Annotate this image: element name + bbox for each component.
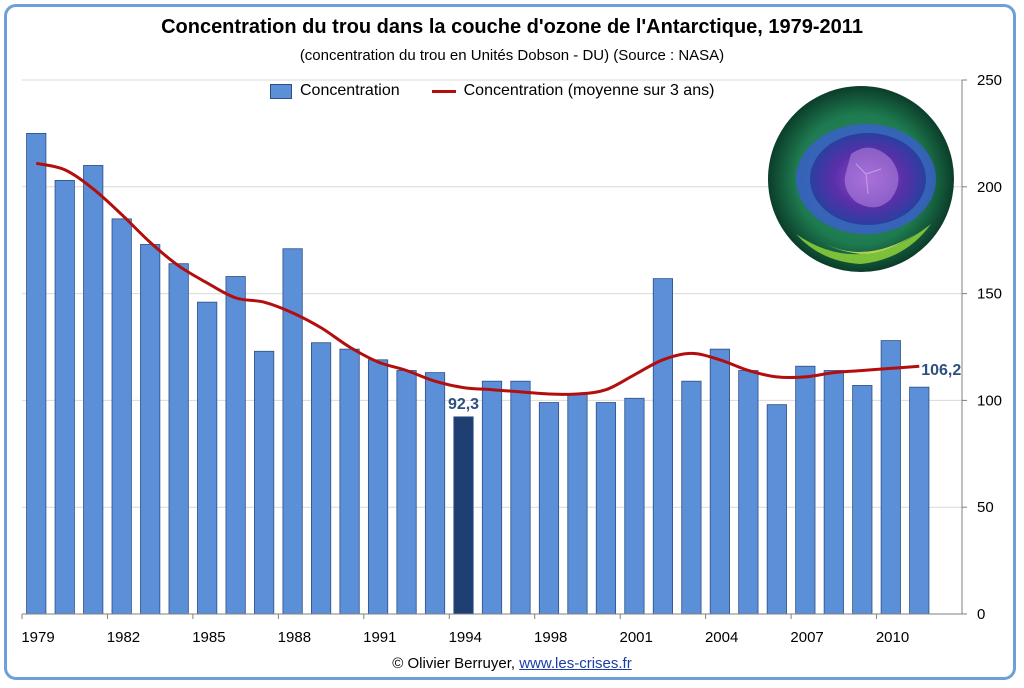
bar xyxy=(197,301,218,615)
y-tick-label: 100 xyxy=(977,392,1002,409)
bar xyxy=(538,402,560,615)
bar xyxy=(26,132,47,615)
bar xyxy=(339,348,360,615)
x-tick-label: 1991 xyxy=(363,629,396,646)
bar xyxy=(909,386,930,615)
bar xyxy=(681,380,702,615)
bar xyxy=(83,165,104,615)
bar xyxy=(424,372,446,615)
x-tick-label: 1994 xyxy=(449,629,482,646)
y-tick-label: 150 xyxy=(977,286,1002,303)
chart-legend: Concentration Concentration (moyenne sur… xyxy=(270,80,746,102)
data-label: 92,3 xyxy=(448,396,479,413)
y-tick-label: 0 xyxy=(977,606,985,623)
bar xyxy=(510,380,531,615)
bar xyxy=(282,248,303,615)
y-tick-label: 50 xyxy=(977,499,994,516)
x-tick-label: 1982 xyxy=(107,629,140,646)
data-label: 106,2 xyxy=(921,362,961,379)
bar xyxy=(111,218,132,615)
bar xyxy=(254,350,275,615)
bar xyxy=(880,340,901,615)
x-tick-label: 2007 xyxy=(790,629,823,646)
legend-bar-label: Concentration xyxy=(300,82,400,99)
legend-item-bars: Concentration xyxy=(270,82,400,100)
y-tick-label: 200 xyxy=(977,179,1002,196)
x-tick-label: 1988 xyxy=(278,629,311,646)
bar xyxy=(595,402,617,615)
x-tick-label: 2001 xyxy=(619,629,652,646)
chart-footer: © Olivier Berruyer, www.les-crises.fr xyxy=(0,655,1024,672)
bar xyxy=(311,342,332,615)
bar xyxy=(766,404,787,615)
x-tick-label: 2004 xyxy=(705,629,738,646)
bar xyxy=(481,380,503,615)
chart-title: Concentration du trou dans la couche d'o… xyxy=(161,16,863,38)
bar xyxy=(709,348,730,615)
bar xyxy=(168,263,189,615)
legend-line-label: Concentration (moyenne sur 3 ans) xyxy=(463,82,715,99)
bar xyxy=(140,244,161,615)
legend-bar-swatch xyxy=(270,83,292,99)
bar xyxy=(823,370,844,615)
bar xyxy=(852,385,873,615)
x-tick-label: 2010 xyxy=(876,629,909,646)
x-tick-label: 1979 xyxy=(21,629,54,646)
x-tick-label: 1985 xyxy=(192,629,225,646)
legend-line-swatch xyxy=(431,89,456,93)
y-tick-label: 250 xyxy=(977,72,1002,89)
bar xyxy=(567,393,588,615)
bar xyxy=(453,416,474,615)
x-tick-label: 1998 xyxy=(534,629,567,646)
bar xyxy=(738,370,759,615)
antarctic-ozone-globe-icon xyxy=(768,86,954,272)
bar xyxy=(396,370,417,615)
moving-average-line xyxy=(35,161,920,396)
footer-link[interactable]: www.les-crises.fr xyxy=(519,655,632,672)
bar-series xyxy=(26,132,930,615)
chart-subtitle: (concentration du trou en Unités Dobson … xyxy=(299,47,725,64)
legend-item-line: Concentration (moyenne sur 3 ans) xyxy=(431,82,715,100)
bar xyxy=(795,365,816,615)
bar xyxy=(624,397,645,615)
data-labels: 92,3 106,2 xyxy=(448,362,961,413)
bar xyxy=(367,359,389,615)
bar xyxy=(54,179,75,615)
bar xyxy=(652,278,673,615)
line-series xyxy=(35,161,920,396)
footer-copyright: © Olivier Berruyer, xyxy=(392,655,516,672)
axes: 0 50 100 150 200 250 1979 1982 1985 1988 1991 1994 1… xyxy=(21,72,1002,646)
bar xyxy=(225,276,246,615)
